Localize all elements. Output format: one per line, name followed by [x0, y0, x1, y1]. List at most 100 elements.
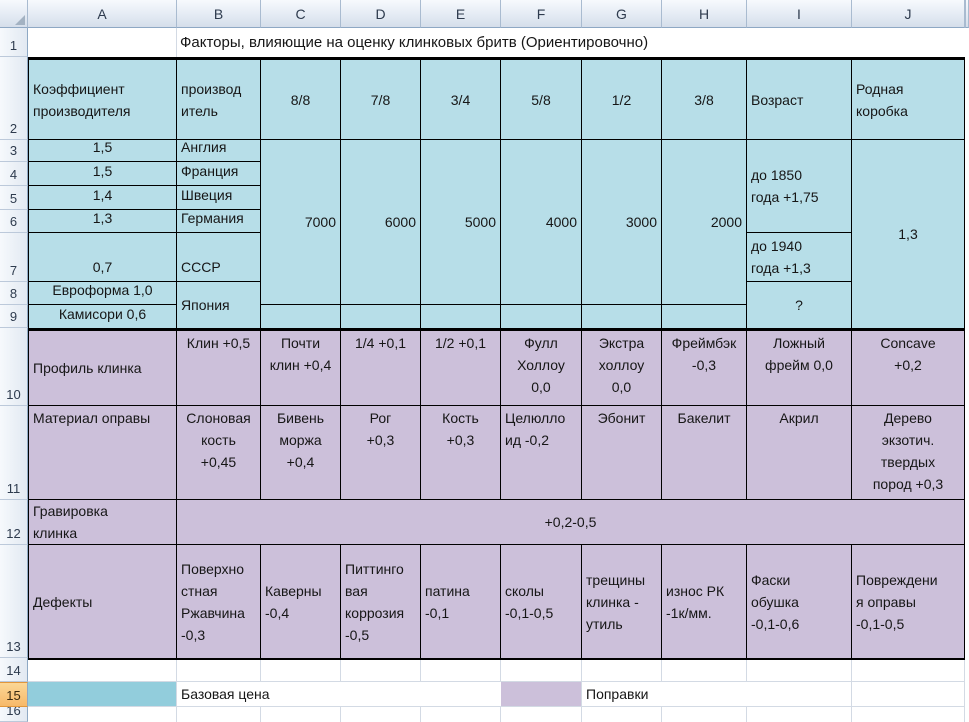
cell-g9-empty[interactable]: [582, 305, 662, 328]
cell-e16[interactable]: [421, 707, 501, 722]
cell-e13[interactable]: патина -0,1: [421, 545, 501, 658]
col-header-h[interactable]: H: [662, 0, 747, 28]
cell-a13-defects-label[interactable]: Дефекты: [28, 545, 177, 658]
cell-c13[interactable]: Каверны -0,4: [261, 545, 341, 658]
cell-b2-maker-header[interactable]: производ итель: [177, 60, 261, 140]
cell-i10[interactable]: Ложный фрейм 0,0: [747, 331, 852, 406]
cell-i3-age-pre1850-merged[interactable]: до 1850 года +1,75: [747, 140, 852, 233]
cell-b3-maker[interactable]: Англия: [177, 140, 261, 162]
cell-d10[interactable]: 1/4 +0,1: [341, 331, 421, 406]
row-header-1[interactable]: 1: [0, 28, 28, 57]
cell-a16[interactable]: [28, 707, 177, 722]
cell-g11[interactable]: Эбонит: [582, 406, 662, 500]
cell-a2-coef-header[interactable]: Коэффициент производителя: [28, 60, 177, 140]
cell-b8-maker-merged[interactable]: Япония: [177, 282, 261, 328]
legend-adjustments-label[interactable]: Поправки: [582, 682, 747, 707]
col-header-g[interactable]: G: [582, 0, 662, 28]
cell-c10[interactable]: Почти клин +0,4: [261, 331, 341, 406]
cell-b10[interactable]: Клин +0,5: [177, 331, 261, 406]
row-header-7[interactable]: 7: [0, 233, 28, 282]
cell-d9-empty[interactable]: [341, 305, 421, 328]
cell-h16[interactable]: [662, 707, 747, 722]
cell-f3-price-merged[interactable]: 4000: [501, 140, 582, 305]
row-header-6[interactable]: 6: [0, 210, 28, 233]
cell-e11[interactable]: Кость +0,3: [421, 406, 501, 500]
cell-c11[interactable]: Бивень моржа +0,4: [261, 406, 341, 500]
cell-j16[interactable]: [852, 707, 965, 722]
cell-j3-box-value-merged[interactable]: 1,3: [852, 140, 965, 328]
cell-i16[interactable]: [747, 707, 852, 722]
cell-f11[interactable]: Целюлло ид -0,2: [501, 406, 582, 500]
legend-base-price-label[interactable]: Базовая цена: [177, 682, 501, 707]
cell-e10[interactable]: 1/2 +0,1: [421, 331, 501, 406]
cell-d3-price-merged[interactable]: 6000: [341, 140, 421, 305]
cell-b12-engraving-value-merged[interactable]: +0,2-0,5: [177, 500, 965, 545]
cell-c9-empty[interactable]: [261, 305, 341, 328]
sheet-title-cell[interactable]: Факторы, влияющие на оценку клинковых бр…: [180, 33, 649, 51]
cell-g13[interactable]: трещины клинка - утиль: [582, 545, 662, 658]
cell-h3-price-merged[interactable]: 2000: [662, 140, 747, 305]
cell-a8-coef[interactable]: Евроформа 1,0: [28, 282, 177, 305]
cell-b16[interactable]: [177, 707, 261, 722]
cell-b7-maker[interactable]: СССР: [177, 233, 261, 282]
row-header-13[interactable]: 13: [0, 545, 28, 658]
cell-a3-coef[interactable]: 1,5: [28, 140, 177, 162]
cell-f13[interactable]: сколы -0,1-0,5: [501, 545, 582, 658]
cell-j14[interactable]: [852, 660, 965, 682]
cell-i11[interactable]: Акрил: [747, 406, 852, 500]
row-header-9[interactable]: 9: [0, 305, 28, 328]
cell-f9-empty[interactable]: [501, 305, 582, 328]
cell-i2-age-header[interactable]: Возраст: [747, 60, 852, 140]
col-header-i[interactable]: I: [747, 0, 852, 28]
col-header-j[interactable]: J: [852, 0, 965, 28]
cell-a5-coef[interactable]: 1,4: [28, 186, 177, 210]
cell-h10[interactable]: Фреймбэк -0,3: [662, 331, 747, 406]
cell-f10[interactable]: Фулл Холлоу 0,0: [501, 331, 582, 406]
cell-j13[interactable]: Повреждени я оправы -0,1-0,5: [852, 545, 965, 658]
cell-e2-size-34[interactable]: 3/4: [421, 60, 501, 140]
cell-i13[interactable]: Фаски обушка -0,1-0,6: [747, 545, 852, 658]
cell-c16[interactable]: [261, 707, 341, 722]
col-header-e[interactable]: E: [421, 0, 501, 28]
cell-c3-price-merged[interactable]: 7000: [261, 140, 341, 305]
cell-j15[interactable]: [852, 682, 965, 707]
cell-a9-coef[interactable]: Камисори 0,6: [28, 305, 177, 328]
legend-base-price-swatch[interactable]: [28, 682, 177, 707]
row-header-11[interactable]: 11: [0, 406, 28, 500]
cell-e9-empty[interactable]: [421, 305, 501, 328]
cell-d2-size-78[interactable]: 7/8: [341, 60, 421, 140]
cell-g3-price-merged[interactable]: 3000: [582, 140, 662, 305]
cell-f14[interactable]: [501, 660, 582, 682]
cell-d11[interactable]: Рог +0,3: [341, 406, 421, 500]
cell-i14[interactable]: [747, 660, 852, 682]
cell-a11-material-label[interactable]: Материал оправы: [28, 406, 177, 500]
cell-e14[interactable]: [421, 660, 501, 682]
cell-b14[interactable]: [177, 660, 261, 682]
cell-g10[interactable]: Экстра холлоу 0,0: [582, 331, 662, 406]
row-header-16[interactable]: 16: [0, 707, 28, 722]
cell-f2-size-58[interactable]: 5/8: [501, 60, 582, 140]
cell-d13[interactable]: Питтинго вая коррозия -0,5: [341, 545, 421, 658]
cell-h14[interactable]: [662, 660, 747, 682]
cell-e3-price-merged[interactable]: 5000: [421, 140, 501, 305]
cell-j11[interactable]: Дерево экзотич. твердых пород +0,3: [852, 406, 965, 500]
select-all-corner[interactable]: [0, 0, 28, 28]
cell-c14[interactable]: [261, 660, 341, 682]
cell-b5-maker[interactable]: Швеция: [177, 186, 261, 210]
cell-j10[interactable]: Concave +0,2: [852, 331, 965, 406]
row-header-5[interactable]: 5: [0, 186, 28, 210]
cell-b11[interactable]: Слоновая кость +0,45: [177, 406, 261, 500]
row-header-8[interactable]: 8: [0, 282, 28, 305]
cell-i8-age-unknown-merged[interactable]: ?: [747, 282, 852, 328]
cell-b6-maker[interactable]: Германия: [177, 210, 261, 233]
col-header-c[interactable]: C: [261, 0, 341, 28]
cell-h9-empty[interactable]: [662, 305, 747, 328]
col-header-d[interactable]: D: [341, 0, 421, 28]
cell-b4-maker[interactable]: Франция: [177, 162, 261, 186]
cell-a1[interactable]: [28, 28, 177, 57]
cell-f16[interactable]: [501, 707, 582, 722]
cell-a14[interactable]: [28, 660, 177, 682]
cell-a6-coef[interactable]: 1,3: [28, 210, 177, 233]
cell-a10-profile-label[interactable]: Профиль клинка: [28, 331, 177, 406]
cell-h11[interactable]: Бакелит: [662, 406, 747, 500]
